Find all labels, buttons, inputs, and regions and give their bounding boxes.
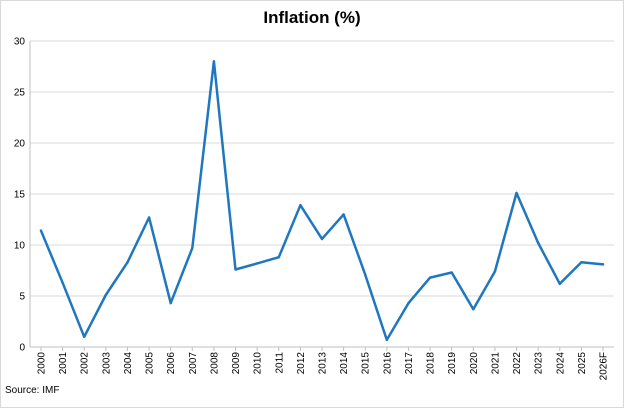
x-tick-label: 2005 [145,352,156,375]
data-point-2017 [407,301,410,305]
data-point-2023 [536,241,540,245]
x-tick-label: 2001 [58,352,69,375]
source-note: Source: IMF [5,385,60,396]
x-tick-label: 2023 [534,352,545,375]
series-line-0 [39,60,605,342]
data-point-2018 [428,276,432,279]
x-tick-label: 2025 [577,352,588,375]
data-point-2016 [385,338,389,342]
data-point-2020 [472,308,475,311]
data-point-2021 [493,270,497,273]
data-point-2011 [277,256,280,259]
data-point-2024 [558,282,561,285]
data-point-2025 [580,261,583,264]
x-tick-label: 2004 [123,352,134,375]
data-point-2004 [126,261,129,264]
x-tick-label: 2003 [101,352,112,375]
x-tick-label: 2014 [339,352,350,375]
x-tick-label: 2000 [37,352,48,375]
x-tick-label: 2006 [166,352,177,375]
y-tick-label: 10 [14,241,26,252]
data-point-2000 [39,229,43,232]
x-tick-label: 2024 [555,352,566,375]
y-tick-label: 15 [14,190,26,201]
data-point-2013 [320,237,324,241]
x-tick-label: 2020 [469,352,480,375]
y-tick-label: 5 [19,292,25,303]
x-tick-label: 2009 [231,352,242,375]
x-tick-label: 2022 [512,352,523,375]
x-tick-label: 2018 [426,352,437,375]
x-tick-label: 2021 [490,352,501,375]
x-tick-label: 2008 [209,352,220,375]
data-point-2005 [147,216,151,219]
y-tick-label: 30 [14,37,26,48]
data-point-2003 [104,293,108,297]
data-point-2007 [191,246,194,250]
x-tick-label: 2015 [361,352,372,375]
x-tick-label: 2017 [404,352,415,375]
data-point-2001 [61,281,64,284]
series-layer [39,60,605,342]
grid-layer [30,40,614,348]
x-tick-label: 2007 [188,352,199,375]
data-point-2012 [299,204,302,207]
data-point-2026F [601,263,605,266]
y-tick-label: 20 [14,139,26,150]
data-point-2010 [255,262,259,265]
x-tick-label: 2019 [447,352,458,375]
data-point-2002 [83,335,86,338]
data-point-2019 [450,271,453,274]
x-tick-label: 2012 [296,352,307,375]
data-point-2008 [212,60,216,63]
data-point-2014 [342,213,345,216]
x-tick-label: 2010 [253,352,264,375]
data-point-2009 [234,268,237,271]
x-tick-label: 2026F [599,352,610,380]
x-tick-label: 2002 [80,352,91,375]
x-tick-label: 2016 [382,352,393,375]
data-point-2015 [364,273,367,276]
x-tick-label: 2013 [318,352,329,375]
data-point-2006 [169,301,172,305]
data-point-2022 [515,191,518,195]
y-tick-label: 25 [14,88,26,99]
x-tick-label: 2011 [274,352,285,374]
y-tick-label: 0 [19,343,25,354]
chart-title: Inflation (%) [263,8,361,27]
